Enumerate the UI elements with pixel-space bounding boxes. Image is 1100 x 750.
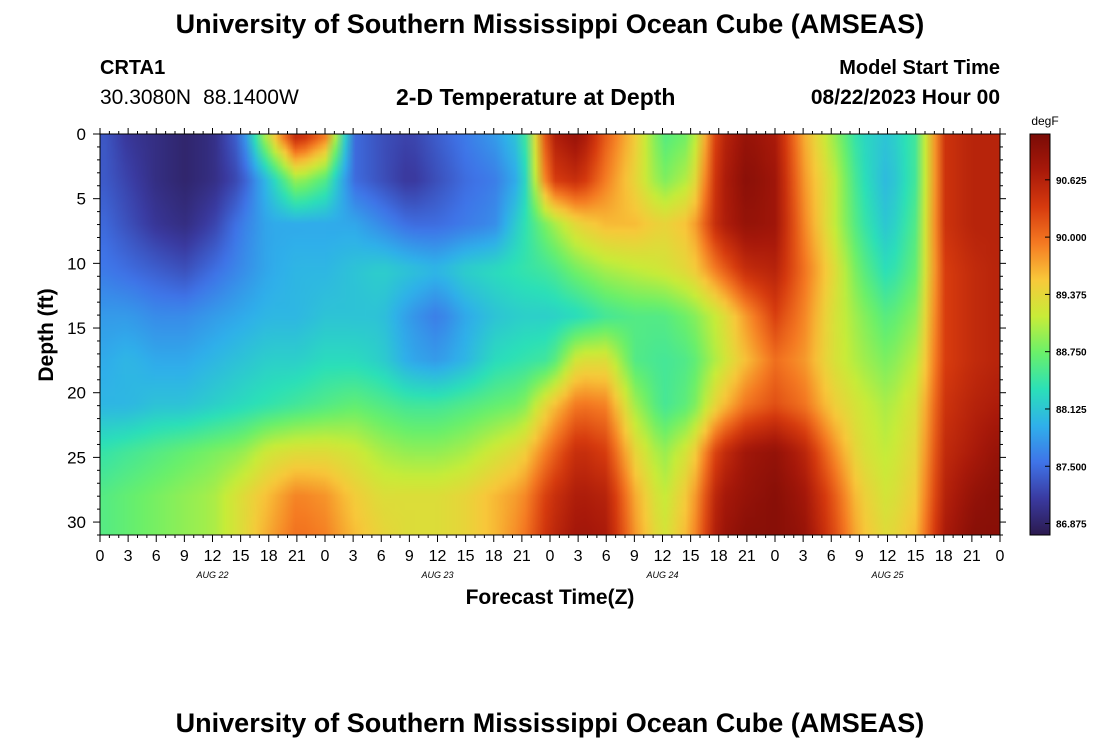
x-tick-label: 21 xyxy=(963,548,981,565)
page-title: University of Southern Mississippi Ocean… xyxy=(175,9,925,39)
x-date-label: AUG 25 xyxy=(870,570,904,580)
x-tick-label: 9 xyxy=(405,548,414,565)
y-axis: 0 5 10 15 20 25 30 xyxy=(67,125,1006,536)
colorbar-tick-label: 89.375 xyxy=(1056,290,1087,301)
x-tick-label: 21 xyxy=(738,548,756,565)
x-tick-label: 6 xyxy=(377,548,386,565)
x-tick-label: 12 xyxy=(204,548,222,565)
model-start-value: 08/22/2023 Hour 00 xyxy=(810,86,1000,109)
x-tick-label: 3 xyxy=(349,548,358,565)
x-tick-label: 3 xyxy=(124,548,133,565)
colorbar-ticks: 86.875 87.500 88.125 88.750 89.375 90.000 90.6… xyxy=(1045,176,1087,531)
y-tick-label: 25 xyxy=(67,448,86,467)
x-tick-label: 6 xyxy=(152,548,161,565)
x-tick-label: 15 xyxy=(907,548,925,565)
model-start-label: Model Start Time xyxy=(839,57,1000,79)
x-tick-label: 9 xyxy=(180,548,189,565)
x-tick-label: 0 xyxy=(321,548,330,565)
y-tick-label: 20 xyxy=(67,384,86,403)
y-axis-label: Depth (ft) xyxy=(35,288,58,381)
x-tick-label: 0 xyxy=(96,548,105,565)
x-axis-label: Forecast Time(Z) xyxy=(466,586,635,609)
x-tick-label: 18 xyxy=(260,548,278,565)
station-id: CRTA1 xyxy=(100,57,166,79)
x-tick-label: 15 xyxy=(232,548,250,565)
colorbar-unit: degF xyxy=(1031,114,1058,128)
station-coordinates: 30.3080N 88.1400W xyxy=(100,86,311,110)
x-tick-label: 3 xyxy=(799,548,808,565)
station-lat: 30.3080N xyxy=(100,86,192,109)
x-date-label: AUG 24 xyxy=(645,570,678,580)
x-tick-label: 0 xyxy=(546,548,555,565)
station-lon: 88.1400W xyxy=(203,86,299,109)
x-tick-label: 18 xyxy=(710,548,728,565)
y-tick-label: 15 xyxy=(67,319,86,338)
x-tick-label: 6 xyxy=(602,548,611,565)
page-title-repeat: University of Southern Mississippi Ocean… xyxy=(175,708,925,738)
colorbar-tick-label: 88.125 xyxy=(1056,405,1087,416)
y-tick-label: 0 xyxy=(77,125,86,144)
x-tick-label: 12 xyxy=(879,548,897,565)
x-date-label: AUG 22 xyxy=(195,570,228,580)
x-date-label: AUG 23 xyxy=(420,570,453,580)
colorbar-tick-label: 88.750 xyxy=(1056,348,1087,359)
x-tick-label: 0 xyxy=(996,548,1005,565)
colorbar-tick-label: 90.000 xyxy=(1056,233,1087,244)
x-tick-label: 3 xyxy=(574,548,583,565)
colorbar-tick-label: 87.500 xyxy=(1056,462,1087,473)
x-tick-label: 15 xyxy=(682,548,700,565)
colorbar xyxy=(1029,133,1051,536)
colorbar-tick-label: 90.625 xyxy=(1056,176,1087,187)
y-tick-label: 10 xyxy=(67,254,86,273)
x-tick-label: 9 xyxy=(630,548,639,565)
y-tick-label: 30 xyxy=(67,513,86,532)
x-tick-label: 15 xyxy=(457,548,475,565)
x-tick-label: 12 xyxy=(654,548,672,565)
x-tick-label: 18 xyxy=(935,548,953,565)
x-tick-label: 6 xyxy=(827,548,836,565)
x-tick-label: 21 xyxy=(513,548,531,565)
y-tick-label: 5 xyxy=(77,190,86,209)
colorbar-tick-label: 86.875 xyxy=(1056,520,1087,531)
x-tick-label: 21 xyxy=(288,548,306,565)
x-tick-label: 12 xyxy=(429,548,447,565)
chart-title: 2-D Temperature at Depth xyxy=(396,84,676,110)
x-axis: 0 3 6 9 12 15 18 21 0 3 6 9 12 15 18 21 0 3 6 9 12 15 18 21 0 3 6 9… xyxy=(96,128,1005,580)
x-tick-label: 9 xyxy=(855,548,864,565)
heatmap-image xyxy=(100,134,1000,535)
x-tick-label: 18 xyxy=(485,548,503,565)
x-tick-label: 0 xyxy=(771,548,780,565)
